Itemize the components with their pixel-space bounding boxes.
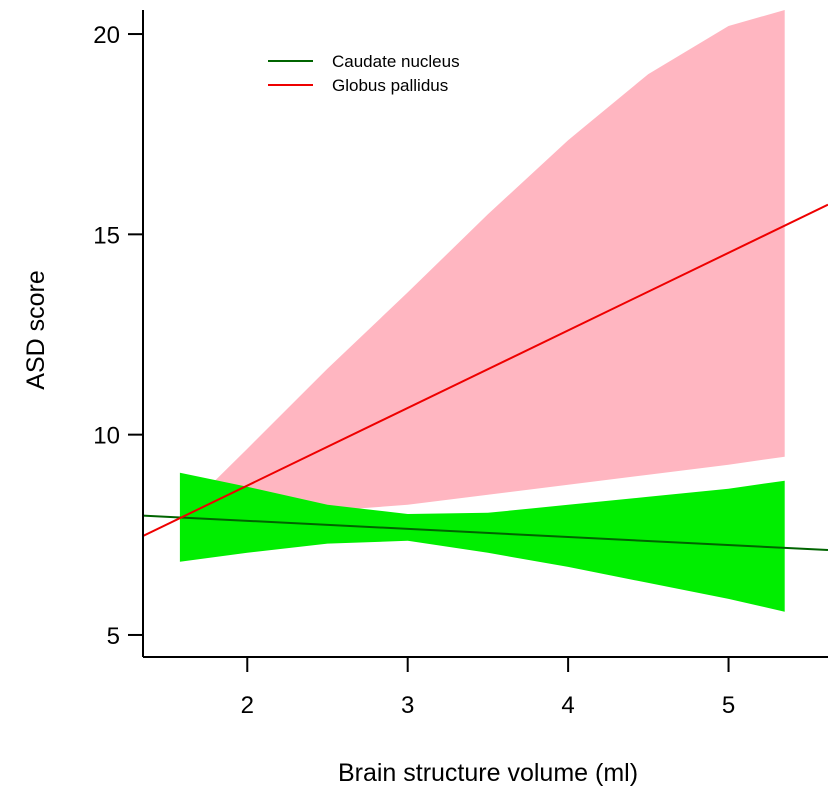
x-tick-label: 3: [401, 692, 414, 719]
y-axis-label: ASD score: [22, 270, 50, 389]
x-axis-label: Brain structure volume (ml): [338, 759, 638, 787]
y-tick-label: 15: [93, 222, 120, 249]
confidence-bands: [179, 10, 785, 612]
x-tick-label: 5: [722, 692, 735, 719]
y-tick-label: 20: [93, 22, 120, 49]
caudate-nucleus-legend-label: Caudate nucleus: [332, 52, 460, 71]
y-tick-label: 5: [107, 623, 120, 650]
caudate-nucleus-band: [179, 472, 785, 612]
ticks: 2 3 4 5 5 10 15 20: [93, 22, 735, 719]
x-tick-label: 2: [241, 692, 254, 719]
caudate-nucleus-line: [143, 514, 828, 552]
globus-pallidus-legend-label: Globus pallidus: [332, 76, 448, 95]
globus-pallidus-band: [208, 10, 785, 517]
x-tick-label: 4: [561, 692, 574, 719]
axes: [142, 10, 828, 658]
y-tick-label: 10: [93, 423, 120, 450]
regression-lines: [143, 203, 828, 552]
globus-pallidus-line: [143, 203, 828, 537]
legend: Caudate nucleus Globus pallidus: [268, 52, 460, 95]
